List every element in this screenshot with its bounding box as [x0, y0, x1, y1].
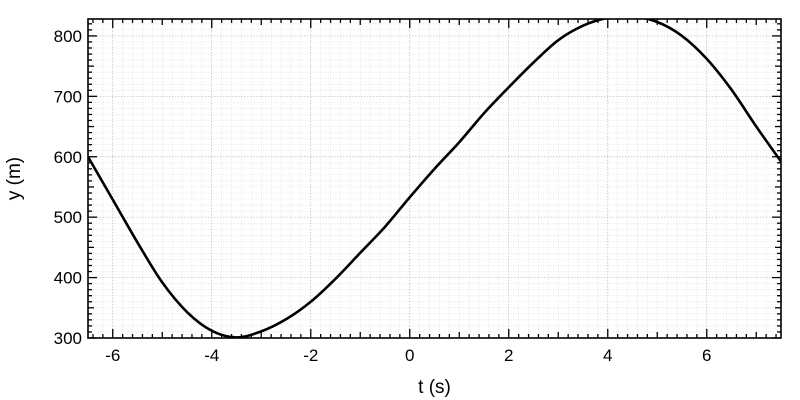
tick-label-layer: -6 -4 -2 0 2 4 6 300 400 500 600 700 800	[54, 27, 712, 365]
x-tick-label: -4	[204, 346, 219, 365]
x-tick-label: -2	[303, 346, 318, 365]
y-tick-label: 400	[54, 269, 82, 288]
y-axis-label: y (m)	[4, 157, 25, 200]
series-layer	[88, 19, 781, 338]
x-tick-label: 4	[603, 346, 612, 365]
tick-layer	[88, 19, 781, 339]
x-tick-label: 2	[504, 346, 513, 365]
y-tick-label: 600	[54, 148, 82, 167]
plot-frame	[87, 18, 782, 339]
grid-layer	[88, 19, 781, 339]
x-tick-label: -6	[105, 346, 120, 365]
x-tick-label: 6	[702, 346, 711, 365]
y-tick-label: 700	[54, 87, 82, 106]
y-tick-label: 500	[54, 208, 82, 227]
x-axis-label: t (s)	[418, 377, 451, 398]
x-tick-label: 0	[405, 346, 414, 365]
y-tick-label: 800	[54, 27, 82, 46]
y-tick-label: 300	[54, 329, 82, 348]
series-line	[88, 19, 781, 338]
